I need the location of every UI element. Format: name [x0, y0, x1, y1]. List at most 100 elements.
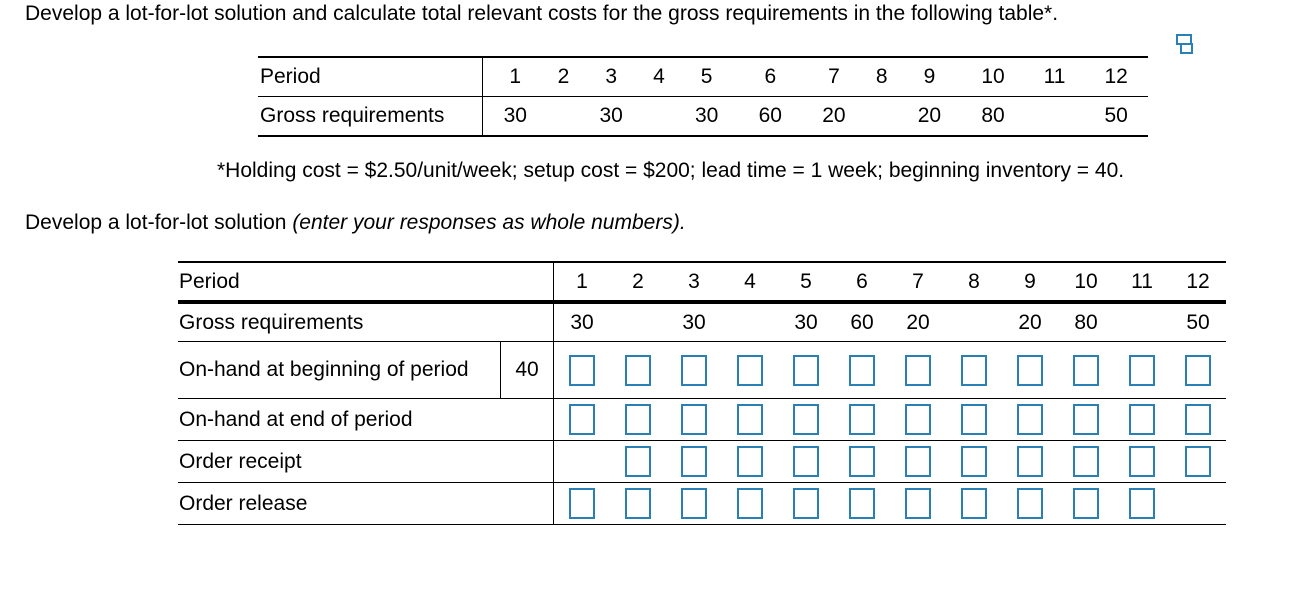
order-release-input[interactable]: [737, 488, 763, 519]
onhand-end-input[interactable]: [793, 404, 819, 435]
onhand-begin-input[interactable]: [1129, 354, 1155, 386]
onhand-begin-input[interactable]: [569, 354, 595, 386]
given-period-cell: 1: [482, 56, 548, 97]
order-release-input[interactable]: [1073, 488, 1099, 519]
onhand-begin-label: On-hand at beginning of period: [178, 341, 501, 399]
given-gross-cell: 30: [482, 96, 548, 137]
onhand-begin-input[interactable]: [1185, 354, 1211, 386]
onhand-begin-input[interactable]: [905, 354, 931, 386]
given-gross-cell: 80: [961, 96, 1025, 137]
given-gross-cell: [1024, 96, 1085, 137]
answer-gross-cell: 60: [850, 310, 874, 334]
answer-period-cell: 6: [834, 261, 890, 304]
answer-gross-cell: 80: [1074, 310, 1098, 334]
answer-gross-cell: [722, 302, 778, 342]
order-receipt-input[interactable]: [681, 446, 707, 477]
onhand-begin-input[interactable]: [961, 354, 987, 386]
given-gross-cell: 20: [802, 96, 866, 137]
instruction-text: Develop a lot-for-lot solution (enter yo…: [25, 211, 686, 235]
order-receipt-input[interactable]: [1129, 446, 1155, 477]
order-receipt-input[interactable]: [793, 446, 819, 477]
lot-for-lot-table: Period 1 2 3 4 5 6 7 8 9 10 11 12 Gross …: [178, 261, 1226, 525]
order-release-input[interactable]: [849, 488, 875, 519]
given-requirements-table: Period 1 2 3 4 5 6 7 8 9 10 11 12 Gross …: [258, 56, 1148, 137]
order-release-input[interactable]: [793, 488, 819, 519]
given-gross-row: Gross requirements 30 30 30 60 20 20 80 …: [258, 96, 1148, 137]
answer-gross-row: Gross requirements 30 30 30 60 20 20 80 …: [178, 302, 1226, 342]
onhand-end-input[interactable]: [1017, 404, 1043, 435]
order-receipt-input[interactable]: [1073, 446, 1099, 477]
order-release-input[interactable]: [961, 488, 987, 519]
order-release-input[interactable]: [1129, 488, 1155, 519]
onhand-begin-row: On-hand at beginning of period 40: [178, 341, 1226, 399]
instruction-italic: (enter your responses as whole numbers).: [292, 211, 686, 234]
given-gross-cell: 30: [674, 96, 739, 137]
onhand-end-input[interactable]: [849, 404, 875, 435]
copy-icon[interactable]: [1175, 33, 1197, 55]
onhand-end-input[interactable]: [737, 404, 763, 435]
answer-gross-cell: 30: [794, 310, 818, 334]
order-release-input[interactable]: [625, 488, 651, 519]
given-period-cell: 10: [961, 56, 1025, 97]
order-receipt-input[interactable]: [905, 446, 931, 477]
onhand-end-input[interactable]: [1185, 404, 1211, 435]
order-release-input[interactable]: [1017, 488, 1043, 519]
given-period-cell: 7: [802, 56, 866, 97]
onhand-begin-input[interactable]: [681, 354, 707, 386]
order-release-row: Order release: [178, 482, 1226, 525]
given-period-cell: 12: [1084, 56, 1148, 97]
answer-period-cell: 12: [1170, 261, 1226, 304]
order-receipt-input[interactable]: [849, 446, 875, 477]
given-gross-cell: 30: [579, 96, 643, 137]
order-receipt-input[interactable]: [737, 446, 763, 477]
initial-gross-cell: [501, 302, 554, 342]
answer-gross-cell: [946, 302, 1002, 342]
onhand-begin-input[interactable]: [1073, 354, 1099, 386]
onhand-end-input[interactable]: [961, 404, 987, 435]
given-period-cell: 2: [547, 56, 580, 97]
onhand-end-input[interactable]: [905, 404, 931, 435]
onhand-begin-input[interactable]: [737, 354, 763, 386]
onhand-end-input[interactable]: [1073, 404, 1099, 435]
order-receipt-row: Order receipt: [178, 440, 1226, 483]
order-release-input[interactable]: [569, 488, 595, 519]
answer-gross-cell: 20: [1018, 310, 1042, 334]
answer-gross-cell: 50: [1186, 310, 1210, 334]
onhand-begin-input[interactable]: [1017, 354, 1043, 386]
onhand-begin-input[interactable]: [849, 354, 875, 386]
order-receipt-input[interactable]: [625, 446, 651, 477]
onhand-end-input[interactable]: [625, 404, 651, 435]
cost-note: *Holding cost = $2.50/unit/week; setup c…: [217, 159, 1125, 182]
given-gross-label: Gross requirements: [258, 96, 483, 137]
answer-gross-label: Gross requirements: [179, 310, 364, 334]
onhand-begin-input[interactable]: [625, 354, 651, 386]
given-period-cell: 9: [897, 56, 962, 97]
order-release-input[interactable]: [681, 488, 707, 519]
given-period-cell: 3: [579, 56, 643, 97]
given-period-cell: 11: [1024, 56, 1085, 97]
answer-gross-cell: 30: [682, 310, 706, 334]
order-receipt-input[interactable]: [961, 446, 987, 477]
answer-period-cell: 9: [1002, 261, 1058, 304]
order-receipt-input[interactable]: [1017, 446, 1043, 477]
answer-gross-cell: 20: [906, 310, 930, 334]
onhand-end-row: On-hand at end of period: [178, 398, 1226, 441]
answer-period-cell: 4: [722, 261, 778, 304]
answer-period-row: Period 1 2 3 4 5 6 7 8 9 10 11 12: [178, 261, 1226, 304]
onhand-end-input[interactable]: [569, 404, 595, 435]
answer-period-cell: 3: [666, 261, 722, 304]
answer-gross-cell: [610, 302, 666, 342]
given-gross-cell: 20: [897, 96, 962, 137]
given-gross-cell: 60: [738, 96, 803, 137]
given-gross-cell: [865, 96, 898, 137]
onhand-begin-input[interactable]: [793, 354, 819, 386]
onhand-end-input[interactable]: [1129, 404, 1155, 435]
onhand-end-input[interactable]: [681, 404, 707, 435]
instruction-main: Develop a lot-for-lot solution: [25, 211, 293, 234]
order-release-input[interactable]: [905, 488, 931, 519]
answer-period-cell: 1: [553, 261, 610, 304]
answer-period-cell: 5: [778, 261, 834, 304]
answer-period-label: Period: [178, 261, 501, 304]
given-period-row: Period 1 2 3 4 5 6 7 8 9 10 11 12: [258, 56, 1148, 97]
order-receipt-input[interactable]: [1185, 446, 1211, 477]
